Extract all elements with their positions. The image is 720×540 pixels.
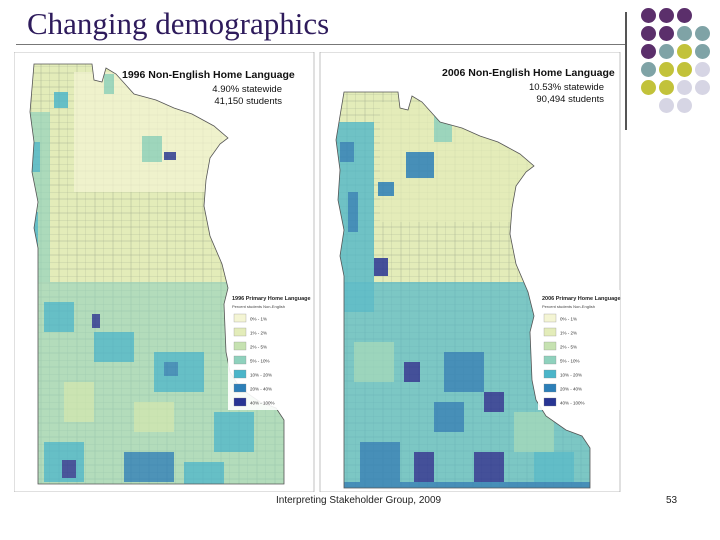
deco-dot: [677, 80, 692, 95]
deco-dot: [659, 44, 674, 59]
legend-label: 10% - 20%: [560, 373, 582, 378]
deco-dot: [695, 26, 710, 41]
legend-label: 40% - 100%: [560, 401, 585, 406]
legend-label: 1% - 2%: [560, 331, 577, 336]
legend-label: 0% - 1%: [250, 317, 267, 322]
map-2006-title: 2006 Non-English Home Language: [442, 67, 615, 79]
deco-dot: [677, 98, 692, 113]
deco-dot: [641, 8, 656, 23]
legend-swatch: [233, 327, 247, 337]
legend-swatch: [233, 313, 247, 323]
legend-subtitle: Percent students Non-English: [542, 304, 595, 309]
legend-swatch: [543, 383, 557, 393]
legend-subtitle: Percent students Non-English: [232, 304, 285, 309]
legend-label: 2% - 5%: [560, 345, 577, 350]
deco-dot: [659, 26, 674, 41]
map-1996-legend: 1996 Primary Home Language Percent stude…: [228, 290, 312, 410]
map-1996-statewide: 4.90% statewide: [212, 84, 282, 95]
footer-text: Interpreting Stakeholder Group, 2009: [276, 495, 442, 506]
legend-label: 0% - 1%: [560, 317, 577, 322]
legend-title: 1996 Primary Home Language: [232, 296, 311, 302]
legend-swatch: [233, 369, 247, 379]
legend-swatch: [233, 383, 247, 393]
deco-dot: [641, 62, 656, 77]
title-underline: [16, 44, 626, 45]
map-1996-title: 1996 Non-English Home Language: [122, 69, 295, 81]
deco-dot: [677, 62, 692, 77]
deco-dot: [641, 26, 656, 41]
map-2006: 2006 Non-English Home Language 10.53% st…: [319, 51, 621, 493]
map-2006-students: 90,494 students: [536, 94, 604, 105]
map-1996-students: 41,150 students: [214, 96, 282, 107]
legend-title: 2006 Primary Home Language: [542, 296, 621, 302]
legend-swatch: [543, 341, 557, 351]
legend-swatch: [233, 355, 247, 365]
deco-dot: [659, 62, 674, 77]
deco-dot: [677, 26, 692, 41]
legend-swatch: [543, 369, 557, 379]
legend-label: 10% - 20%: [250, 373, 272, 378]
legend-swatch: [543, 397, 557, 407]
slide-title: Changing demographics: [27, 6, 330, 41]
legend-swatch: [543, 355, 557, 365]
deco-dot: [695, 62, 710, 77]
legend-label: 1% - 2%: [250, 331, 267, 336]
legend-label: 20% - 40%: [560, 387, 582, 392]
legend-swatch: [543, 313, 557, 323]
legend-label: 5% - 10%: [560, 359, 580, 364]
deco-dot: [695, 44, 710, 59]
legend-swatch: [233, 397, 247, 407]
legend-label: 20% - 40%: [250, 387, 272, 392]
vertical-divider: [625, 12, 627, 130]
map-2006-legend: 2006 Primary Home Language Percent stude…: [538, 290, 621, 410]
deco-dot: [641, 44, 656, 59]
deco-dot: [677, 8, 692, 23]
deco-dot: [659, 8, 674, 23]
deco-dot: [659, 80, 674, 95]
deco-dot: [677, 44, 692, 59]
deco-dot: [659, 98, 674, 113]
legend-label: 40% - 100%: [250, 401, 275, 406]
deco-dot: [695, 80, 710, 95]
maps-figure: 1996 Non-English Home Language 4.90% sta…: [13, 51, 624, 497]
map-1996: 1996 Non-English Home Language 4.90% sta…: [13, 51, 315, 493]
legend-swatch: [543, 327, 557, 337]
legend-swatch: [233, 341, 247, 351]
map-2006-statewide: 10.53% statewide: [529, 82, 604, 93]
legend-label: 2% - 5%: [250, 345, 267, 350]
page-number: 53: [666, 495, 678, 506]
deco-dot: [641, 80, 656, 95]
legend-label: 5% - 10%: [250, 359, 270, 364]
